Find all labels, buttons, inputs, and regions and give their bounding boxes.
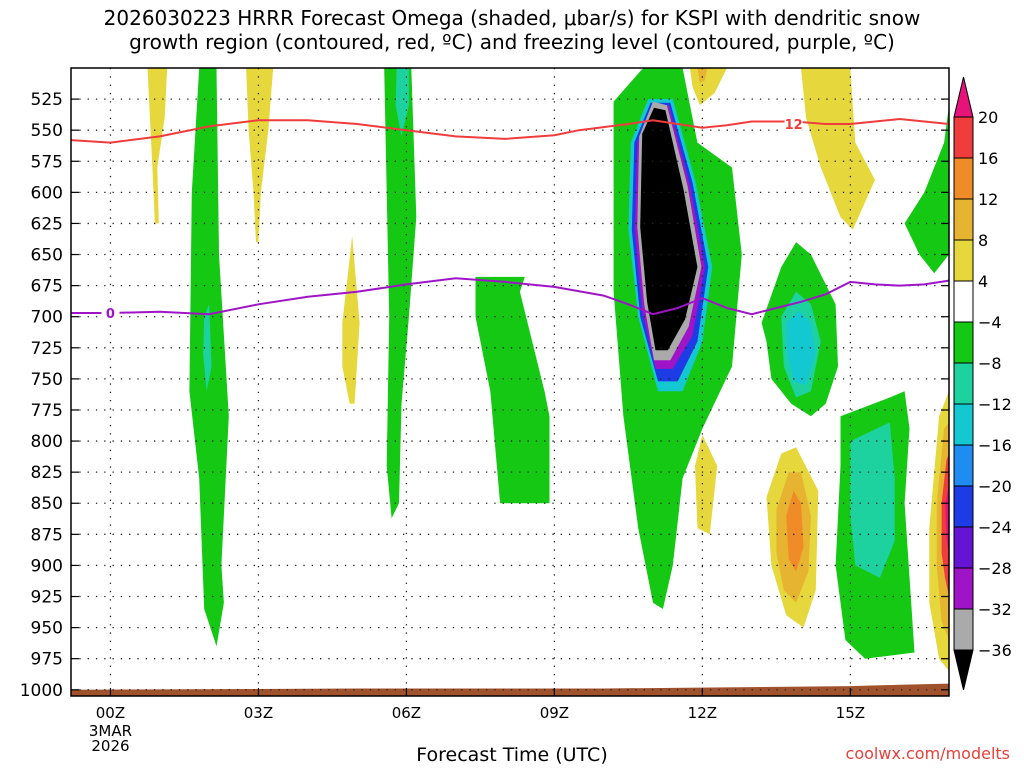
y-tick-label-675: 675 xyxy=(31,277,63,297)
y-tick-label-575: 575 xyxy=(31,152,63,172)
colorbar-label-5: −4 xyxy=(978,313,1002,332)
colorbar-swatch--12-to--8 xyxy=(953,362,974,405)
x-tick-label-06Z: 06Z xyxy=(392,704,421,722)
x-axis-label: Forecast Time (UTC) xyxy=(416,744,608,766)
x-tick-label-12Z: 12Z xyxy=(688,704,717,722)
x-tick-label-03Z: 03Z xyxy=(244,704,273,722)
y-tick-label-950: 950 xyxy=(31,619,63,639)
colorbar-swatch-12-to-16 xyxy=(953,157,974,200)
omega-region-yellow-streak-05z xyxy=(342,235,360,404)
y-tick-label-550: 550 xyxy=(31,121,63,141)
omega-region-teal-cell-16z xyxy=(850,422,895,578)
x-tick-sublabel-2026: 2026 xyxy=(91,737,129,755)
y-tick-label-600: 600 xyxy=(31,183,63,203)
omega-region-yellow-cell-12z-low xyxy=(695,434,718,535)
omega-region-yellow-streak-01z xyxy=(147,68,168,224)
omega-region-yellow-cell-15z xyxy=(801,68,875,230)
y-tick-label-750: 750 xyxy=(31,370,63,390)
colorbar-label-13: −36 xyxy=(978,641,1012,660)
y-tick-label-1000: 1000 xyxy=(20,681,63,701)
omega-region-green-block-08z xyxy=(475,276,550,504)
source-credit: coolwx.com/modelts xyxy=(845,744,1010,763)
chart-title-line-2: growth region (contoured, red, ºC) and f… xyxy=(129,30,895,54)
y-tick-label-975: 975 xyxy=(31,650,63,670)
contour-freezing-level-0 xyxy=(71,277,949,316)
omega-shading-layer xyxy=(147,68,949,672)
colorbar-top-arrow xyxy=(953,76,974,118)
y-tick-label-850: 850 xyxy=(31,494,63,514)
y-tick-label-925: 925 xyxy=(31,588,63,608)
omega-region-magenta-edge-17z xyxy=(945,484,949,553)
plot-frame xyxy=(70,67,950,697)
colorbar-bottom-arrow xyxy=(953,649,974,691)
y-tick-label-825: 825 xyxy=(31,463,63,483)
omega-region-teal-patch-06z xyxy=(395,68,409,137)
y-tick-label-725: 725 xyxy=(31,339,63,359)
colorbar-label-12: −32 xyxy=(978,600,1012,619)
contour-label-freezing-level-0: 0 xyxy=(106,307,115,322)
colorbar-label-7: −12 xyxy=(978,395,1012,414)
colorbar-swatch-8-to-12 xyxy=(953,198,974,241)
y-tick-label-900: 900 xyxy=(31,556,63,576)
y-tick-label-775: 775 xyxy=(31,401,63,421)
colorbar-swatch--16-to--12 xyxy=(953,403,974,446)
colorbar-swatch-16-to-20 xyxy=(953,116,974,159)
terrain-layer xyxy=(71,683,949,696)
colorbar-label-4: 4 xyxy=(978,272,988,291)
omega-region-orange-tip-12z xyxy=(697,68,708,83)
colorbar-label-8: −16 xyxy=(978,436,1012,455)
colorbar-swatch--28-to--24 xyxy=(953,526,974,569)
colorbar-swatch--36-to--32 xyxy=(953,608,974,651)
y-axis: 525 550 575 600 625 650 675 700 725 750 775 800 825 8… xyxy=(20,90,949,701)
contour-layer: 12 0 xyxy=(71,115,949,322)
omega-region-yellow-streak-03z xyxy=(246,68,274,243)
colorbar-swatch--24-to--20 xyxy=(953,485,974,528)
gridlines xyxy=(71,68,949,696)
omega-region-cyan-patch-02z xyxy=(203,304,212,392)
omega-region-green-edge-17z xyxy=(904,105,949,274)
y-tick-label-650: 650 xyxy=(31,246,63,266)
y-tick-label-625: 625 xyxy=(31,214,63,234)
x-tick-label-00Z: 00Z xyxy=(96,704,125,722)
x-tick-sublabel-3MAR: 3MAR xyxy=(89,722,132,740)
colorbar-label-0: 20 xyxy=(978,108,998,127)
contour-label-bg-dendritic-snow-growth-minus12 xyxy=(784,115,803,131)
omega-region-red-edge-17z xyxy=(941,453,949,597)
colorbar-label-2: 12 xyxy=(978,190,998,209)
x-tick-label-15Z: 15Z xyxy=(836,704,865,722)
colorbar-label-10: −24 xyxy=(978,518,1012,537)
surface-ground xyxy=(71,683,949,696)
colorbar-swatch--8-to--4 xyxy=(953,321,974,364)
y-tick-label-700: 700 xyxy=(31,308,63,328)
colorbar-swatch--32-to--28 xyxy=(953,567,974,610)
omega-region-updraft-core-black xyxy=(640,107,698,351)
omega-region-orange-core-14z xyxy=(786,490,804,572)
y-tick-label-875: 875 xyxy=(31,525,63,545)
x-tick-label-09Z: 09Z xyxy=(540,704,569,722)
y-tick-label-525: 525 xyxy=(31,90,63,110)
omega-region-cyan-cell-14z xyxy=(786,310,816,386)
colorbar: 20 16 12 8 4 −4 −8 −12 −16 −20 −24 −28 −32 −36 xyxy=(953,76,1012,691)
colorbar-label-9: −20 xyxy=(978,477,1012,496)
colorbar-swatch--20-to--16 xyxy=(953,444,974,487)
omega-region-green-column-06z xyxy=(384,68,417,519)
chart-title-line-1: 2026030223 HRRR Forecast Omega (shaded, … xyxy=(103,6,921,30)
colorbar-label-1: 16 xyxy=(978,149,998,168)
contour-label-bg-freezing-level-0 xyxy=(101,304,120,320)
contour-label-dendritic-snow-growth-minus12: 12 xyxy=(785,118,803,133)
colorbar-swatch--4-to-4 xyxy=(953,280,974,323)
contour-dendritic-snow-growth-minus12 xyxy=(71,117,949,144)
y-tick-label-800: 800 xyxy=(31,432,63,452)
colorbar-label-11: −28 xyxy=(978,559,1012,578)
colorbar-label-6: −8 xyxy=(978,354,1002,373)
colorbar-label-3: 8 xyxy=(978,231,988,250)
colorbar-swatch-4-to-8 xyxy=(953,239,974,282)
